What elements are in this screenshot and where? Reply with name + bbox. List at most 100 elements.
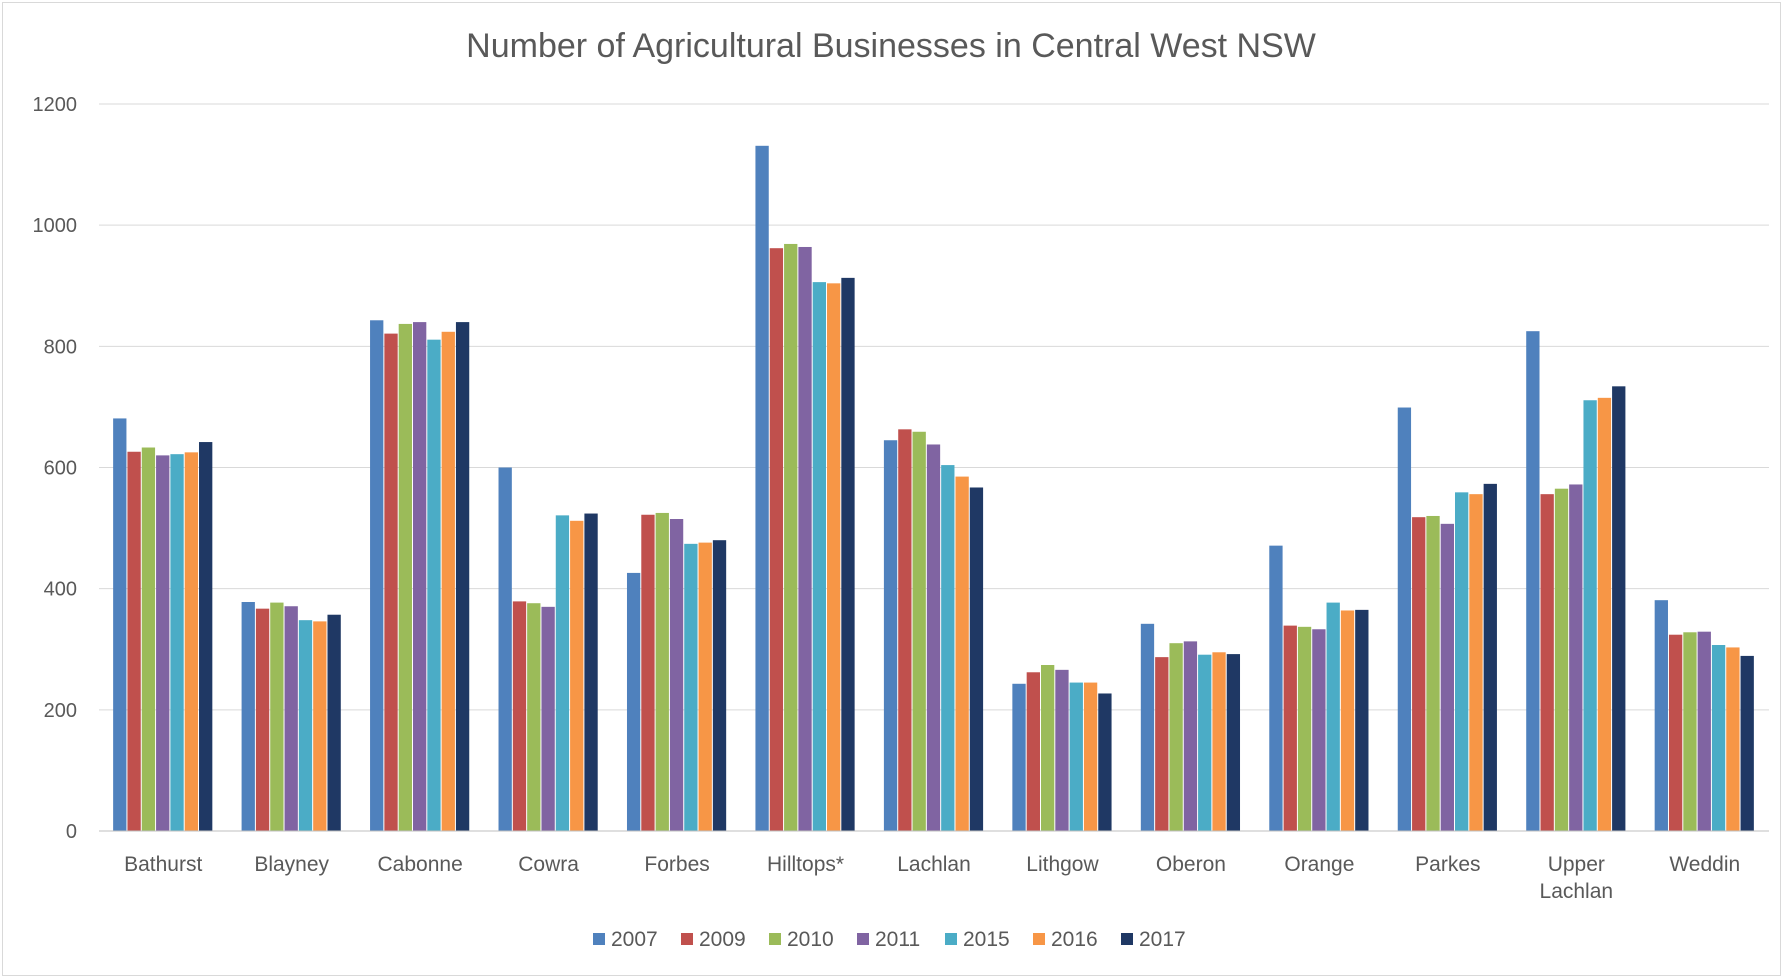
bar-2017-weddin	[1740, 655, 1754, 831]
category-label: Forbes	[644, 853, 709, 876]
bar-2011-hilltops	[798, 246, 812, 832]
bar-2011-cabonne	[413, 322, 427, 831]
bar-2017-hilltops	[841, 277, 855, 831]
legend-label-2007: 2007	[611, 928, 658, 951]
bar-2010-weddin	[1683, 632, 1697, 831]
category-label: Orange	[1284, 853, 1354, 876]
bar-2009-cabonne	[384, 333, 398, 831]
bar-2016-hilltops	[827, 283, 841, 832]
category-label-line: Hilltops*	[767, 853, 844, 876]
bar-2007-bathurst	[113, 418, 127, 831]
bar-2011-cowra	[541, 606, 555, 831]
bar-2010-forbes	[655, 512, 669, 831]
bar-2010-upper-lachlan	[1554, 488, 1569, 831]
bar-2016-forbes	[698, 542, 712, 831]
bar-2010-orange	[1297, 626, 1312, 831]
bar-2015-forbes	[684, 543, 698, 831]
bar-2015-lithgow	[1069, 682, 1083, 831]
legend-swatch-2016	[1033, 933, 1045, 945]
category-label-line: Oberon	[1156, 853, 1226, 876]
bar-2011-lithgow	[1055, 669, 1069, 831]
bar-2009-hilltops	[769, 248, 784, 831]
bar-2009-bathurst	[127, 451, 141, 831]
bar-2007-cowra	[498, 467, 512, 831]
category-label-line: Parkes	[1415, 853, 1480, 876]
bar-2007-cabonne	[370, 320, 384, 831]
legend-swatch-2009	[681, 933, 693, 945]
bar-2009-oberon	[1155, 657, 1169, 831]
category-label-line: Upper	[1548, 853, 1605, 876]
bar-2007-lachlan	[883, 440, 898, 831]
legend-swatch-2010	[769, 933, 781, 945]
bar-2017-oberon	[1226, 654, 1241, 831]
bar-2009-weddin	[1668, 634, 1683, 831]
bar-2015-orange	[1326, 602, 1340, 831]
bar-2011-upper-lachlan	[1569, 484, 1583, 831]
chart-title: Number of Agricultural Businesses in Cen…	[466, 27, 1316, 65]
bar-2010-cabonne	[398, 323, 412, 831]
bar-2016-parkes	[1469, 494, 1483, 831]
bar-2016-lachlan	[955, 476, 969, 831]
category-label-line: Blayney	[254, 853, 329, 876]
bar-2016-cabonne	[441, 331, 455, 831]
category-label-line: Orange	[1284, 853, 1354, 876]
bar-2017-lithgow	[1098, 693, 1112, 831]
bar-2009-blayney	[255, 608, 270, 831]
bar-2016-blayney	[313, 621, 327, 831]
bar-2017-forbes	[712, 540, 727, 831]
bar-2009-lachlan	[898, 429, 912, 831]
bar-2015-oberon	[1198, 654, 1212, 831]
category-label-line: Cabonne	[378, 853, 463, 876]
category-label: Weddin	[1669, 853, 1740, 876]
category-label-line: Weddin	[1669, 853, 1740, 876]
y-tick-label: 200	[44, 700, 77, 722]
legend-label-2016: 2016	[1051, 928, 1098, 951]
bar-2015-hilltops	[812, 282, 827, 831]
bar-2015-cowra	[555, 515, 570, 831]
bar-2010-cowra	[527, 603, 541, 831]
bar-2007-parkes	[1397, 407, 1412, 831]
bar-2017-orange	[1355, 609, 1369, 831]
category-label: Oberon	[1156, 853, 1226, 876]
category-label: Upper Lachlan	[1540, 853, 1614, 903]
category-label-line: Lithgow	[1026, 853, 1099, 876]
bar-2017-cabonne	[455, 322, 470, 831]
bar-2015-cabonne	[427, 339, 441, 831]
category-label: Lithgow	[1026, 853, 1099, 876]
y-tick-label: 1200	[33, 94, 78, 116]
bar-2015-upper-lachlan	[1583, 400, 1597, 831]
category-label-line: Lachlan	[1540, 880, 1614, 903]
x-axis-category-labels: Bathurst Blayney Cabonne Cowra Forbes Hilltop…	[124, 853, 1740, 903]
legend-label-2017: 2017	[1139, 928, 1186, 951]
category-label: Cabonne	[378, 853, 463, 876]
bar-2007-blayney	[241, 602, 255, 831]
bar-2009-orange	[1283, 625, 1297, 831]
bar-2016-cowra	[570, 520, 584, 831]
bar-2017-upper-lachlan	[1612, 386, 1626, 831]
category-label: Parkes	[1415, 853, 1480, 876]
legend-label-2015: 2015	[963, 928, 1010, 951]
bars	[113, 145, 1754, 832]
category-label-line: Bathurst	[124, 853, 202, 876]
category-label: Lachlan	[897, 853, 971, 876]
legend-swatch-2017	[1121, 933, 1133, 945]
category-label: Hilltops*	[767, 853, 844, 876]
bar-2011-weddin	[1697, 631, 1711, 831]
y-tick-label: 600	[44, 458, 77, 480]
legend-label-2011: 2011	[875, 928, 920, 951]
category-label: Bathurst	[124, 853, 202, 876]
bar-2017-cowra	[584, 513, 598, 831]
bar-2017-lachlan	[969, 487, 984, 831]
y-tick-label: 400	[44, 579, 77, 601]
category-label: Cowra	[518, 853, 579, 876]
bar-2010-oberon	[1169, 643, 1183, 831]
legend-swatch-2015	[945, 933, 957, 945]
bar-2010-hilltops	[784, 243, 798, 831]
bar-2015-blayney	[298, 620, 313, 831]
bar-2016-upper-lachlan	[1597, 397, 1612, 831]
legend-label-2010: 2010	[787, 928, 834, 951]
bar-2007-oberon	[1140, 623, 1155, 831]
category-label: Blayney	[254, 853, 329, 876]
bar-2017-parkes	[1483, 483, 1497, 831]
